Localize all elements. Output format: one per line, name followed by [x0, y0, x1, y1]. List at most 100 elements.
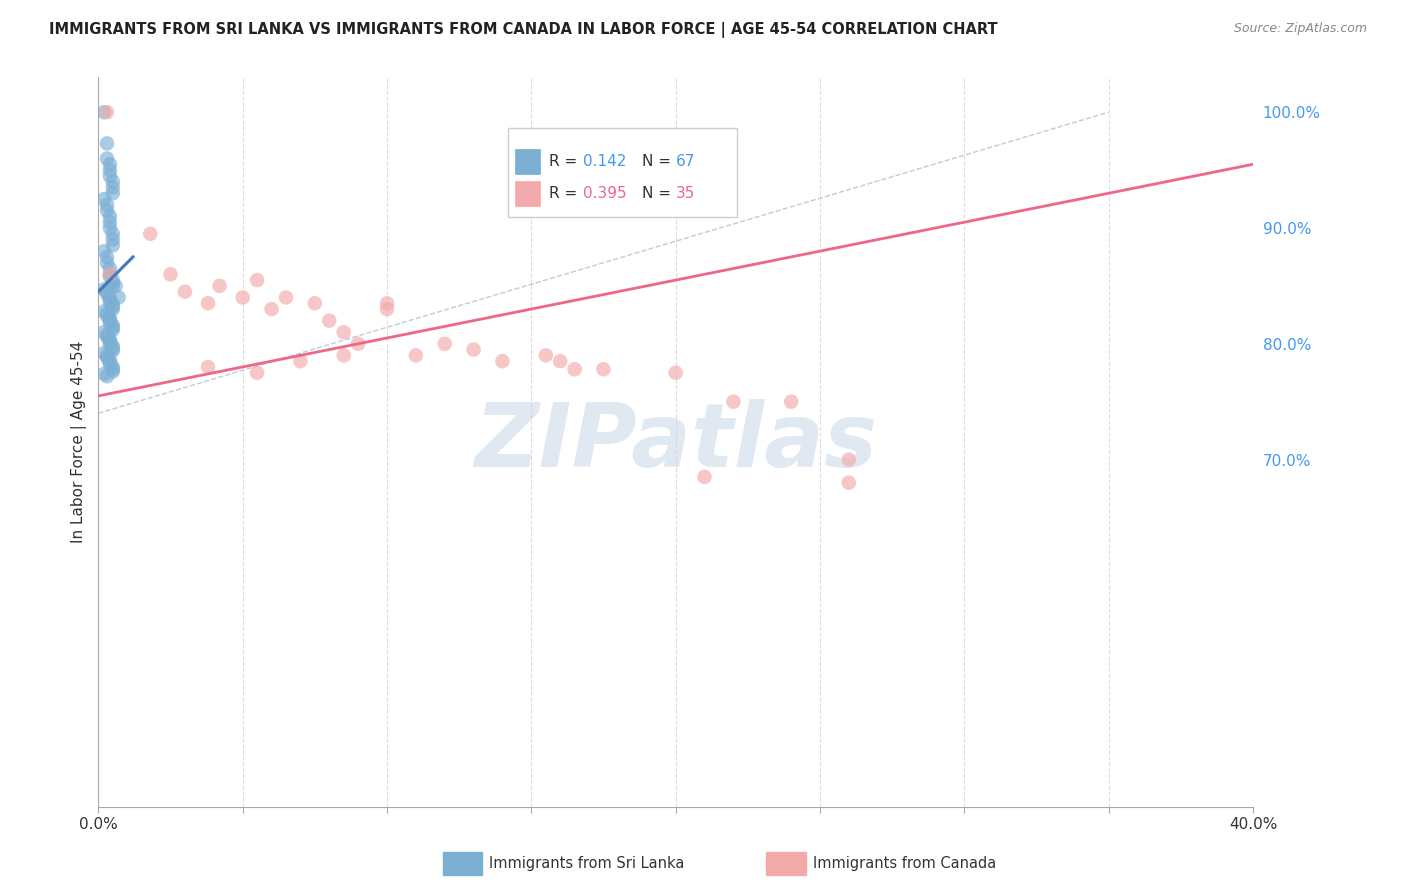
Point	[101, 318, 124, 333]
Point	[98, 332, 121, 346]
Point	[98, 269, 121, 284]
Point	[93, 192, 115, 206]
Point	[197, 296, 219, 310]
Text: ZIPatlas: ZIPatlas	[474, 399, 877, 486]
Text: N =: N =	[641, 186, 675, 202]
Text: 0.395: 0.395	[582, 186, 626, 202]
Point	[564, 362, 586, 376]
Point	[98, 316, 121, 330]
Point	[665, 366, 688, 380]
Point	[304, 296, 326, 310]
Point	[723, 394, 745, 409]
Point	[96, 327, 118, 342]
Point	[96, 287, 118, 301]
Text: 35: 35	[675, 186, 695, 202]
Point	[98, 336, 121, 351]
Point	[98, 311, 121, 326]
Point	[534, 348, 557, 362]
Point	[101, 186, 124, 201]
Point	[96, 285, 118, 299]
Point	[433, 336, 456, 351]
Point	[98, 295, 121, 310]
Point	[107, 290, 129, 304]
Point	[96, 307, 118, 321]
Point	[93, 244, 115, 259]
Point	[693, 470, 716, 484]
Point	[260, 301, 283, 316]
Point	[104, 278, 127, 293]
Text: IMMIGRANTS FROM SRI LANKA VS IMMIGRANTS FROM CANADA IN LABOR FORCE | AGE 45-54 C: IMMIGRANTS FROM SRI LANKA VS IMMIGRANTS …	[49, 22, 998, 38]
Point	[98, 268, 121, 282]
Point	[139, 227, 162, 241]
Point	[318, 313, 340, 327]
Point	[96, 250, 118, 264]
Point	[101, 273, 124, 287]
Point	[96, 348, 118, 362]
Point	[98, 268, 121, 282]
Point	[101, 301, 124, 316]
Point	[98, 261, 121, 276]
Point	[98, 355, 121, 369]
Point	[96, 198, 118, 212]
Point	[98, 210, 121, 224]
Text: 0.142: 0.142	[582, 154, 626, 169]
Text: Immigrants from Sri Lanka: Immigrants from Sri Lanka	[489, 856, 685, 871]
Point	[347, 336, 370, 351]
Point	[101, 180, 124, 194]
Point	[838, 475, 860, 490]
Point	[98, 163, 121, 178]
Point	[101, 277, 124, 291]
Point	[290, 354, 312, 368]
Point	[98, 353, 121, 368]
Point	[98, 169, 121, 183]
Text: R =: R =	[548, 154, 582, 169]
Point	[93, 367, 115, 381]
Point	[93, 105, 115, 120]
Point	[208, 278, 231, 293]
Point	[96, 351, 118, 365]
Point	[375, 296, 398, 310]
Point	[96, 105, 118, 120]
Point	[101, 278, 124, 293]
Point	[838, 452, 860, 467]
Point	[197, 359, 219, 374]
Point	[159, 268, 181, 282]
Point	[101, 339, 124, 353]
Point	[592, 362, 614, 376]
Point	[101, 227, 124, 241]
Point	[98, 358, 121, 372]
Point	[101, 362, 124, 376]
Text: Source: ZipAtlas.com: Source: ZipAtlas.com	[1233, 22, 1367, 36]
Point	[93, 282, 115, 296]
Point	[96, 256, 118, 270]
Point	[101, 343, 124, 358]
Point	[96, 309, 118, 323]
Point	[98, 290, 121, 304]
Point	[98, 334, 121, 349]
Text: 67: 67	[675, 154, 695, 169]
Point	[101, 365, 124, 379]
Point	[98, 215, 121, 229]
Text: Immigrants from Canada: Immigrants from Canada	[813, 856, 995, 871]
Point	[101, 320, 124, 334]
Point	[93, 325, 115, 339]
Point	[98, 157, 121, 171]
Point	[101, 233, 124, 247]
Y-axis label: In Labor Force | Age 45-54: In Labor Force | Age 45-54	[72, 341, 87, 543]
Point	[246, 366, 269, 380]
Text: N =: N =	[641, 154, 675, 169]
Point	[101, 323, 124, 337]
Point	[93, 346, 115, 360]
Point	[101, 300, 124, 314]
Point	[96, 369, 118, 384]
Point	[96, 136, 118, 151]
Point	[375, 301, 398, 316]
Point	[491, 354, 513, 368]
Point	[101, 342, 124, 356]
Point	[101, 297, 124, 311]
Point	[101, 175, 124, 189]
Point	[101, 238, 124, 252]
Point	[246, 273, 269, 287]
Point	[548, 354, 571, 368]
Point	[96, 203, 118, 218]
